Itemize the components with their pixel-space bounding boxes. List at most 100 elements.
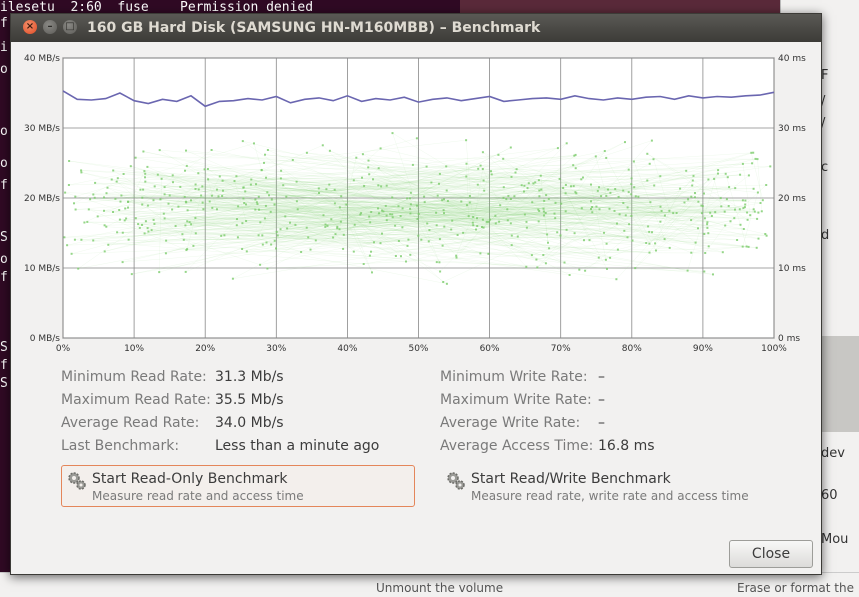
access-time-point	[510, 175, 513, 178]
access-time-point	[137, 223, 140, 226]
access-time-point	[146, 165, 149, 168]
access-time-point	[554, 201, 557, 204]
access-time-point	[724, 172, 727, 175]
window-maximize-button[interactable]: □	[63, 20, 77, 34]
access-time-point	[266, 267, 269, 270]
access-time-point	[617, 195, 620, 198]
access-time-point	[217, 195, 220, 198]
access-time-point	[487, 252, 490, 255]
access-time-point	[363, 185, 366, 187]
access-time-point	[445, 189, 448, 192]
access-time-point	[583, 239, 585, 242]
access-time-point	[546, 233, 549, 236]
access-time-point	[384, 204, 387, 207]
access-time-point	[714, 211, 717, 214]
access-time-point	[687, 198, 690, 201]
access-time-point	[295, 180, 298, 183]
access-time-point	[144, 220, 147, 223]
access-time-point	[675, 212, 678, 214]
access-time-point	[275, 247, 277, 250]
access-time-point	[578, 268, 581, 271]
access-time-point	[622, 202, 625, 204]
x-tick-label: 10%	[124, 344, 144, 354]
access-time-point	[167, 202, 170, 205]
access-time-point	[703, 233, 706, 235]
access-time-point	[494, 222, 497, 225]
access-time-point	[596, 189, 599, 192]
access-time-point	[245, 220, 248, 222]
access-time-point	[618, 213, 621, 216]
access-time-point	[146, 204, 149, 207]
access-time-point	[476, 225, 479, 227]
access-time-point	[548, 247, 551, 250]
access-time-point	[254, 198, 257, 201]
start-read-write-benchmark-button[interactable]: Start Read/Write Benchmark Measure read …	[440, 465, 794, 507]
access-time-point	[139, 188, 142, 191]
access-time-point	[499, 204, 502, 207]
access-time-point	[280, 169, 283, 172]
access-time-point	[509, 146, 512, 149]
access-time-point	[543, 214, 545, 217]
access-time-point	[216, 208, 218, 211]
access-time-point	[490, 170, 492, 173]
gears-icon	[447, 472, 465, 490]
y-right-tick-label: 0 ms	[778, 334, 800, 344]
window-minimize-button[interactable]: –	[43, 20, 57, 34]
access-time-point	[269, 210, 272, 213]
access-time-point	[445, 282, 448, 285]
access-time-point	[542, 210, 545, 213]
access-time-point	[724, 224, 727, 227]
access-time-point	[471, 221, 474, 224]
access-time-point	[502, 186, 505, 189]
access-time-point	[74, 208, 77, 211]
access-time-point	[535, 258, 538, 261]
format-volume-hint: Erase or format the	[737, 581, 854, 595]
access-time-point	[397, 240, 400, 242]
window-close-button[interactable]: ×	[23, 20, 37, 34]
access-time-point	[286, 227, 289, 230]
access-time-point	[150, 229, 153, 232]
access-time-point	[525, 220, 528, 223]
access-time-point	[523, 184, 526, 187]
access-time-point	[372, 178, 374, 181]
access-time-point	[253, 142, 255, 145]
access-time-point	[603, 150, 606, 152]
access-time-point	[423, 201, 426, 204]
access-time-point	[244, 190, 247, 193]
access-time-point	[158, 271, 161, 274]
access-time-point	[352, 250, 355, 253]
access-time-point	[455, 254, 458, 257]
access-time-point	[143, 232, 146, 235]
start-read-only-benchmark-button[interactable]: Start Read-Only Benchmark Measure read r…	[61, 465, 415, 507]
access-time-point	[646, 179, 649, 182]
access-time-point	[438, 238, 441, 241]
access-time-point	[107, 243, 110, 246]
access-time-point	[623, 229, 626, 232]
access-time-point	[607, 188, 609, 191]
access-time-point	[210, 149, 213, 151]
access-time-point	[184, 169, 186, 172]
access-time-point	[406, 244, 409, 247]
access-time-point	[250, 178, 253, 181]
access-time-point	[760, 210, 763, 213]
close-button[interactable]: Close	[729, 540, 813, 568]
access-time-point	[591, 206, 594, 208]
access-time-point	[197, 172, 200, 175]
access-time-point	[256, 203, 259, 206]
access-time-point	[747, 174, 750, 177]
access-time-point	[317, 187, 320, 190]
access-time-point	[490, 173, 493, 176]
access-time-point	[409, 212, 412, 215]
access-time-point	[754, 157, 757, 160]
avg-access-time-value: 16.8 ms	[598, 438, 655, 454]
access-time-point	[241, 222, 244, 225]
access-time-point	[692, 174, 695, 177]
avg-read-rate-value: 34.0 Mb/s	[215, 415, 284, 431]
access-time-point	[536, 266, 539, 269]
access-time-point	[631, 239, 634, 242]
access-time-point	[721, 251, 724, 254]
access-time-point	[435, 224, 438, 227]
access-time-point	[391, 213, 394, 216]
access-time-point	[194, 183, 197, 186]
access-time-point	[663, 214, 666, 217]
